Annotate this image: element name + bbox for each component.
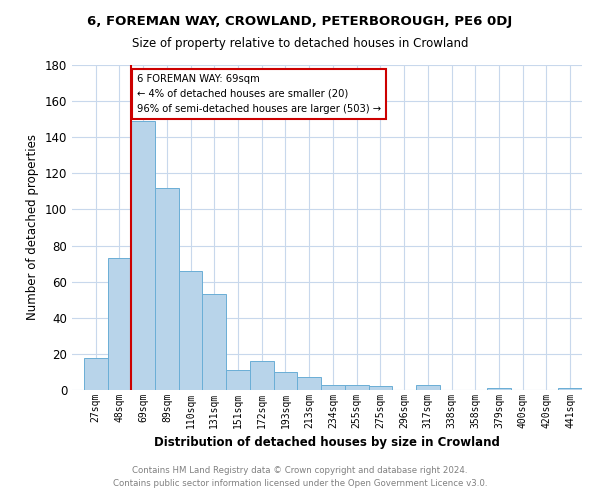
Bar (250, 361, 274, 390)
Bar (368, 386, 392, 390)
Bar (558, 388, 582, 390)
Bar (416, 384, 440, 390)
Bar (131, 121, 155, 390)
Bar (345, 384, 368, 390)
Bar (84, 358, 107, 390)
Bar (202, 294, 226, 390)
Bar (298, 378, 321, 390)
Text: 6 FOREMAN WAY: 69sqm
← 4% of detached houses are smaller (20)
96% of semi-detach: 6 FOREMAN WAY: 69sqm ← 4% of detached ho… (137, 74, 382, 114)
Bar (179, 271, 202, 390)
Text: Size of property relative to detached houses in Crowland: Size of property relative to detached ho… (132, 38, 468, 51)
Y-axis label: Number of detached properties: Number of detached properties (26, 134, 39, 320)
Bar (487, 388, 511, 390)
Bar (321, 384, 345, 390)
Bar (155, 188, 179, 390)
Text: 6, FOREMAN WAY, CROWLAND, PETERBOROUGH, PE6 0DJ: 6, FOREMAN WAY, CROWLAND, PETERBOROUGH, … (88, 15, 512, 28)
X-axis label: Distribution of detached houses by size in Crowland: Distribution of detached houses by size … (154, 436, 500, 450)
Bar (274, 372, 298, 390)
Bar (226, 370, 250, 390)
Bar (107, 258, 131, 390)
Text: Contains HM Land Registry data © Crown copyright and database right 2024.
Contai: Contains HM Land Registry data © Crown c… (113, 466, 487, 487)
